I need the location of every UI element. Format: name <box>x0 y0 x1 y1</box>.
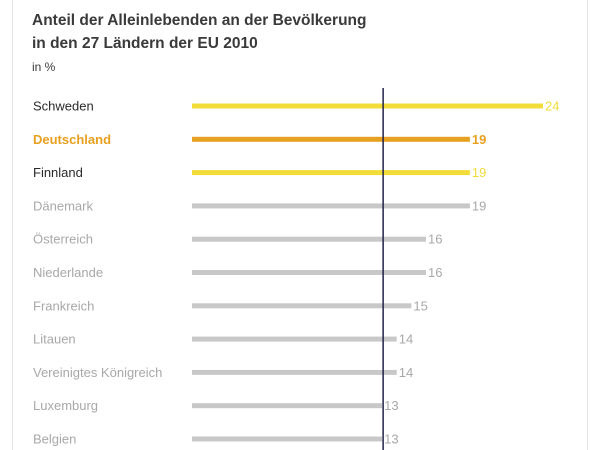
category-label: Belgien <box>33 432 76 447</box>
value-label: 13 <box>384 432 398 447</box>
category-label: Vereinigtes Königreich <box>33 365 162 380</box>
category-label: Niederlande <box>33 265 103 280</box>
bar <box>192 369 397 375</box>
bar <box>192 403 383 409</box>
bar <box>192 270 426 275</box>
category-label: Litauen <box>33 332 76 347</box>
value-label: 16 <box>428 232 442 247</box>
value-label: 13 <box>384 398 398 413</box>
category-label: Frankreich <box>33 298 94 313</box>
chart-title: Anteil der Alleinlebenden an der Bevölke… <box>32 9 572 55</box>
value-label: 16 <box>428 265 442 280</box>
category-label: Deutschland <box>33 132 111 147</box>
chart-title-line2: in den 27 Ländern der EU 2010 <box>32 35 258 52</box>
category-label: Dänemark <box>33 198 93 213</box>
category-label: Österreich <box>33 232 93 247</box>
bar <box>192 170 470 176</box>
bar <box>192 203 470 209</box>
category-label: Luxemburg <box>33 398 98 413</box>
value-label: 24 <box>545 99 559 114</box>
value-label: 14 <box>399 365 413 380</box>
bar <box>192 236 426 242</box>
value-label: 15 <box>413 298 427 313</box>
bar <box>192 436 383 442</box>
bar <box>192 303 412 309</box>
bar <box>192 136 470 142</box>
value-label: 19 <box>472 132 486 147</box>
chart-frame <box>12 0 588 450</box>
category-label: Schweden <box>33 99 94 114</box>
bar <box>192 336 397 342</box>
chart-unit: in % <box>32 60 56 74</box>
chart-title-line1: Anteil der Alleinlebenden an der Bevölke… <box>32 12 367 29</box>
value-label: 19 <box>472 165 486 180</box>
category-label: Finnland <box>33 165 83 180</box>
bar <box>192 103 543 109</box>
value-label: 14 <box>399 332 413 347</box>
value-label: 19 <box>472 198 486 213</box>
